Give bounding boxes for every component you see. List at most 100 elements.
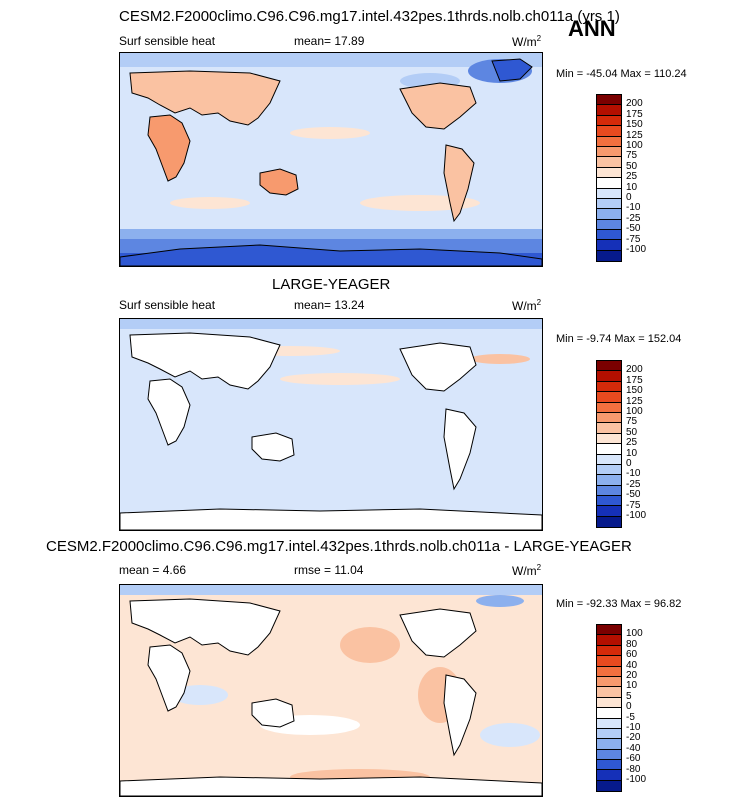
panel1-colorbar-label: -10 [626,202,641,214]
panel3-colorbar-label: -80 [626,763,641,775]
panel1-colorbar-swatch [597,240,621,251]
panel3-colorbar-label: -100 [626,774,647,785]
panel2-colorbar-swatch [597,475,621,486]
panel1-colorbar-label: -25 [626,212,641,224]
panel1-map [119,52,543,267]
panel2-colorbar-label: 10 [626,447,638,459]
panel1-colorbar-swatch [597,136,621,147]
panel3-title: CESM2.F2000climo.C96.C96.mg17.intel.432p… [46,538,632,555]
panel2-colorbar-label: -50 [626,489,641,501]
panel2-colorbar-label: -25 [626,478,641,490]
panel1-colorbar-swatch [597,178,621,189]
panel2-colorbar-label: 125 [626,395,643,407]
panel3-colorbar-swatch [597,718,621,729]
panel1-colorbar-label: 10 [626,181,638,193]
panel2-colorbar-swatch [597,444,621,455]
panel1-colorbar-swatch [597,157,621,168]
panel1-colorbar-label: -100 [626,244,647,255]
panel1-colorbar-swatch [597,115,621,127]
panel3-colorbar-label: 40 [626,659,638,671]
panel1-colorbar-label: -75 [626,233,641,245]
panel3-colorbar-swatch [597,625,621,636]
panel1-colorbar: 200 175 150 125 100 75 50 25 10 0 -10 -25 -50 -75 -100 [596,94,646,263]
panel1-colorbar-label: 50 [626,160,638,172]
panel1-colorbar-label: -50 [626,223,641,235]
panel3-colorbar-label: -20 [626,732,641,744]
panel2-mean-label: mean= 13.24 [294,298,365,312]
panel2-colorbar-label: 100 [626,406,643,417]
panel2-colorbar-swatch [597,402,621,413]
panel1-colorbar-swatch [597,105,621,116]
panel2-colorbar-label: 150 [626,385,643,397]
panel1-units: W/m2 [512,34,542,49]
panel2-colorbar-label: 200 [626,364,643,376]
panel2-colorbar-swatch [597,381,621,393]
panel2-colorbar-swatch [597,412,621,424]
panel1-colorbar-label: 150 [626,119,643,131]
panel2-colorbar-swatch [597,464,621,476]
panel3-map [119,584,543,797]
panel1-colorbar-swatch [597,198,621,210]
panel2-colorbar-label: 25 [626,437,638,449]
panel3-colorbar-swatches [596,624,622,793]
panel2-colorbar-label: -75 [626,499,641,511]
panel1-colorbar-swatch [597,146,621,158]
panel2-colorbar-swatch [597,454,621,465]
panel3-rmse-label: rmse = 11.04 [294,563,364,577]
panel1-colorbar-swatch [597,126,621,137]
panel2-title: LARGE-YEAGER [272,276,391,293]
panel3-colorbar-label: 20 [626,670,638,681]
panel1-colorbar-swatch [597,95,621,106]
panel2-colorbar-label: 175 [626,374,643,386]
panel2-units: W/m2 [512,298,542,313]
panel3-colorbar-label: 0 [626,701,632,713]
panel2-colorbar-swatch [597,516,621,528]
panel1-colorbar-label: 125 [626,129,643,141]
panel3-colorbar-label: -5 [626,711,635,723]
panel3-colorbar-swatch [597,676,621,688]
panel2-colorbar-label: 75 [626,416,638,428]
panel3-colorbar-swatch [597,770,621,781]
panel2-colorbar-swatch [597,392,621,403]
panel3-colorbar-swatch [597,739,621,750]
panel3-colorbar-label: 5 [626,690,632,702]
panel3-minmax: Min = -92.33 Max = 96.82 [556,598,682,610]
panel2-variable-label: Surf sensible heat [119,298,216,312]
panel1-colorbar-label: 75 [626,150,638,162]
panel2-minmax: Min = -9.74 Max = 152.04 [556,333,682,345]
panel1-colorbar-label: 25 [626,171,638,183]
panel3-colorbar-label: 60 [626,649,638,661]
panel3-colorbar-label: -40 [626,742,641,754]
panel2-colorbar-swatches [596,360,622,529]
panel1-colorbar-label: 0 [626,192,632,203]
panel1-mean-label: mean= 17.89 [294,34,365,48]
figure-title: CESM2.F2000climo.C96.C96.mg17.intel.432p… [119,8,620,25]
panel2-colorbar-label: -100 [626,510,647,521]
panel3-colorbar-label: -60 [626,753,641,765]
panel2-colorbar-swatch [597,361,621,372]
panel1-minmax: Min = -45.04 Max = 110.24 [556,68,687,80]
panel2-colorbar-label: 0 [626,458,632,469]
panel2-colorbar-swatch [597,371,621,382]
panel1-colorbar-label: 200 [626,98,643,110]
panel3-colorbar-swatch [597,645,621,657]
panel1-colorbar-swatch [597,209,621,220]
panel3-colorbar-swatch [597,749,621,761]
panel2-colorbar-label: 50 [626,426,638,438]
panel2-colorbar: 200 175 150 125 100 75 50 25 10 0 -10 -25 -50 -75 -100 [596,360,646,529]
panel2-colorbar-swatch [597,496,621,507]
panel1-variable-label: Surf sensible heat [119,34,216,48]
panel3-colorbar-swatch [597,728,621,740]
panel2-colorbar-swatch [597,506,621,517]
panel2-colorbar-label: -10 [626,468,641,480]
panel3-colorbar-label: -10 [626,722,641,733]
panel3-colorbar-swatch [597,687,621,698]
panel2-colorbar-swatch [597,423,621,434]
panel1-colorbar-swatch [597,219,621,231]
panel2-map [119,318,543,531]
panel1-colorbar-swatches [596,94,622,263]
panel3-colorbar-swatch [597,635,621,646]
panel3-colorbar-label: 80 [626,638,638,650]
panel1-colorbar-label: 100 [626,140,643,151]
panel3-units: W/m2 [512,563,542,578]
